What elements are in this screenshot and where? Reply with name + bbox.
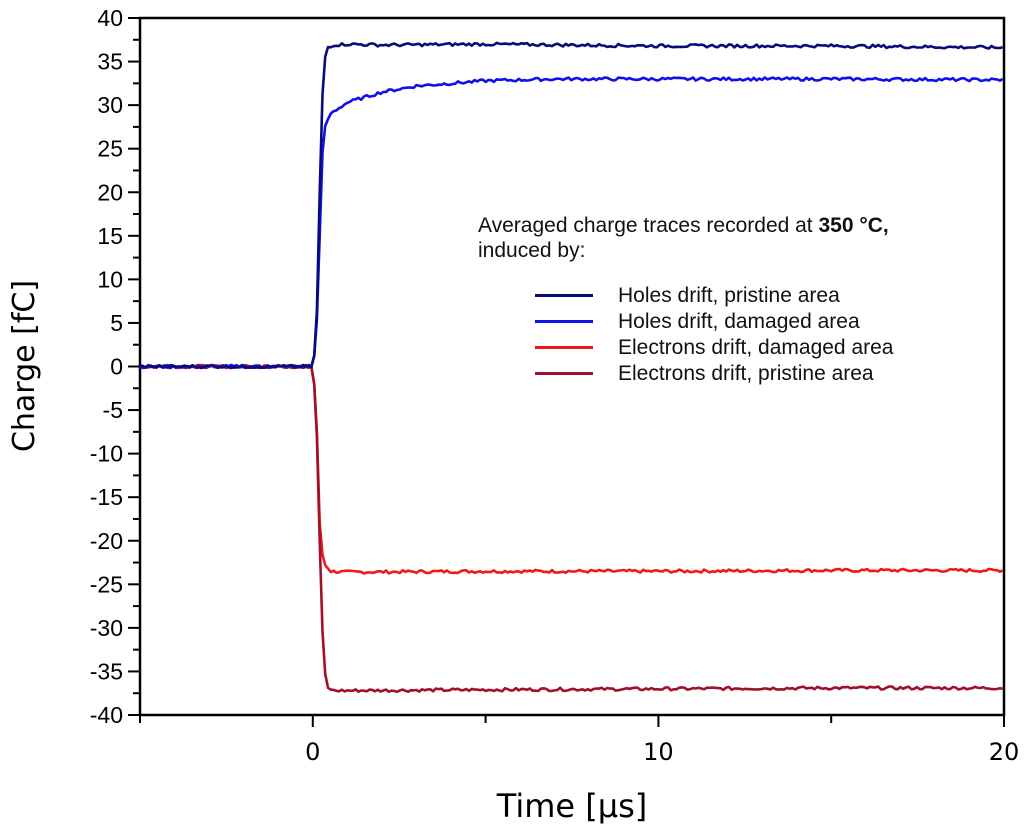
y-tick-label: 15	[97, 223, 123, 249]
y-tick-label: -35	[90, 658, 123, 684]
legend: Averaged charge traces recorded at 350 °…	[478, 213, 893, 386]
series-layer	[139, 41, 1004, 694]
y-tick-label: -10	[90, 441, 123, 467]
y-tick-label: -25	[90, 571, 123, 597]
y-tick-label: 20	[97, 179, 123, 205]
legend-label: Electrons drift, damaged area	[618, 335, 894, 359]
y-tick-label: 25	[97, 136, 123, 162]
y-axis-title: Charge [fC]	[7, 280, 42, 452]
series-line	[139, 363, 1003, 694]
x-axis-title: Time [μs]	[496, 787, 647, 825]
legend-swatch-line-icon	[535, 371, 593, 375]
y-tick-label: -20	[90, 528, 123, 554]
y-axis: -40 -35 -30 -25 -20 -15 -10 -5 0 5 10 15 20 25 30 35 40	[90, 5, 140, 728]
y-tick-label: 35	[97, 49, 123, 75]
legend-item-holes-pristine: Holes drift, pristine area	[535, 282, 893, 308]
legend-label: Holes drift, damaged area	[618, 309, 860, 333]
legend-swatch-line-icon	[535, 293, 593, 297]
legend-item-electrons-damaged: Electrons drift, damaged area	[535, 334, 893, 360]
y-tick-label: 0	[110, 354, 123, 380]
y-tick-label: 30	[97, 92, 123, 118]
series-line	[139, 41, 1003, 370]
legend-item-holes-damaged: Holes drift, damaged area	[535, 308, 893, 334]
legend-label: Electrons drift, pristine area	[618, 361, 874, 385]
y-tick-label: -30	[90, 615, 123, 641]
x-tick-label: 0	[305, 738, 320, 766]
legend-item-electrons-pristine: Electrons drift, pristine area	[535, 360, 893, 386]
y-tick-label: 10	[97, 266, 123, 292]
y-tick-label: 5	[110, 310, 123, 336]
x-tick-label: 20	[989, 738, 1020, 766]
y-tick-label: 40	[97, 5, 123, 31]
legend-label: Holes drift, pristine area	[618, 283, 840, 307]
legend-title: Averaged charge traces recorded at 350 °…	[478, 213, 893, 238]
y-tick-label: -40	[90, 702, 123, 728]
y-tick-label: -5	[103, 397, 123, 423]
x-axis: 0 10 20	[139, 715, 1020, 766]
legend-title-prefix: Averaged charge traces recorded at	[478, 214, 819, 237]
legend-items: Holes drift, pristine area Holes drift, …	[535, 282, 893, 386]
legend-swatch-line-icon	[535, 319, 593, 323]
legend-title-temperature: 350 °C,	[818, 214, 889, 237]
x-tick-label: 10	[643, 738, 674, 766]
legend-swatch-line-icon	[535, 345, 593, 349]
y-tick-label: -15	[90, 484, 123, 510]
legend-title-line2: induced by:	[478, 239, 586, 262]
series-line	[139, 363, 1004, 575]
